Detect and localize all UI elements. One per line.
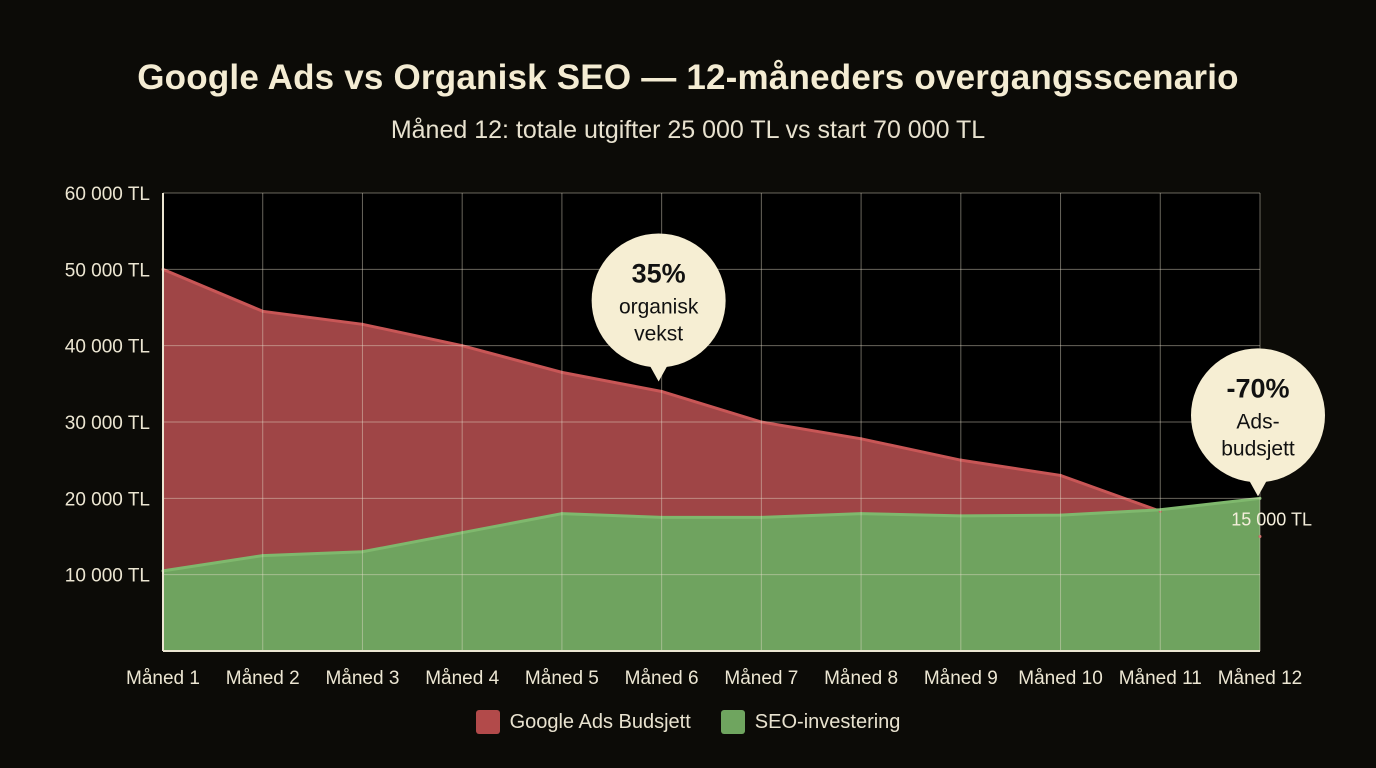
legend-label-ads: Google Ads Budsjett <box>509 710 691 733</box>
data-point-seo <box>560 512 564 516</box>
y-tick-label: 30 000 TL <box>65 413 150 434</box>
data-point-ads <box>759 420 763 424</box>
data-point-ads <box>959 458 963 462</box>
annotation-bubble <box>1191 348 1325 483</box>
data-point-ads <box>660 389 664 393</box>
chart-title: Google Ads vs Organisk SEO — 12-måneders… <box>137 58 1239 97</box>
x-tick-label: Måned 10 <box>1018 668 1103 689</box>
series-area-seo <box>163 498 1260 651</box>
data-point-ads <box>1258 535 1262 538</box>
x-tick-label: Måned 1 <box>126 668 200 689</box>
x-tick-label: Måned 12 <box>1218 668 1303 689</box>
series-line-seo <box>162 496 1261 573</box>
y-tick-label: 60 000 TL <box>65 184 150 205</box>
annotation-text: vekst <box>634 322 683 345</box>
data-point-seo <box>261 554 265 558</box>
data-point-seo <box>1258 496 1262 500</box>
annotation-pointer <box>648 363 669 382</box>
x-tick-label: Måned 6 <box>625 668 699 689</box>
annotation-ads-budget: -70% Ads-budsjett <box>1191 348 1325 497</box>
annotation-headline: -70% <box>1226 373 1289 403</box>
series-line-ads <box>162 267 1261 538</box>
x-tick-label: Måned 2 <box>226 668 300 689</box>
data-point-ads <box>261 309 265 313</box>
legend: Google Ads Budsjett SEO-investering <box>0 710 1376 734</box>
y-tick-label: 10 000 TL <box>65 566 150 587</box>
data-point-seo <box>859 512 863 516</box>
annotation-text: budsjett <box>1221 437 1295 460</box>
data-point-ads <box>460 344 464 348</box>
annotation-organic-growth: 35% organisk vekst <box>591 233 726 382</box>
x-tick-label: Måned 7 <box>724 668 798 689</box>
data-point-ads <box>560 370 564 374</box>
data-point-ads <box>360 322 364 326</box>
data-point-seo <box>660 515 664 519</box>
y-tick-label: 40 000 TL <box>65 337 150 358</box>
data-point-ads <box>859 437 863 441</box>
x-tick-label: Måned 5 <box>525 668 599 689</box>
end-value-label: 15 000 TL <box>1231 510 1312 530</box>
x-tick-label: Måned 8 <box>824 668 898 689</box>
data-point-seo <box>360 550 364 554</box>
annotation-text: Ads- <box>1236 410 1279 433</box>
legend-label-seo: SEO-investering <box>754 710 901 733</box>
legend-swatch-seo <box>720 710 745 734</box>
data-point-seo <box>1059 513 1063 517</box>
annotation-bubble <box>591 233 726 368</box>
data-point-seo <box>759 515 763 519</box>
x-tick-label: Måned 11 <box>1119 668 1202 689</box>
y-tick-label: 20 000 TL <box>65 489 150 510</box>
chart-subtitle: Måned 12: totale utgifter 25 000 TL vs s… <box>390 116 986 144</box>
annotation-headline: 35% <box>632 258 686 288</box>
x-tick-label: Måned 4 <box>425 668 499 689</box>
x-tick-label: Måned 3 <box>325 668 399 689</box>
legend-item-ads: Google Ads Budsjett <box>475 710 691 734</box>
legend-swatch-ads <box>475 710 500 734</box>
data-point-seo <box>1158 508 1162 512</box>
data-point-seo <box>460 531 464 535</box>
y-tick-label: 50 000 TL <box>65 260 150 281</box>
x-tick-label: Måned 9 <box>924 668 998 689</box>
data-point-seo <box>959 514 963 518</box>
annotation-pointer <box>1248 478 1268 497</box>
legend-item-seo: SEO-investering <box>720 710 901 734</box>
data-point-ads <box>1059 473 1063 477</box>
annotation-text: organisk <box>619 295 699 318</box>
